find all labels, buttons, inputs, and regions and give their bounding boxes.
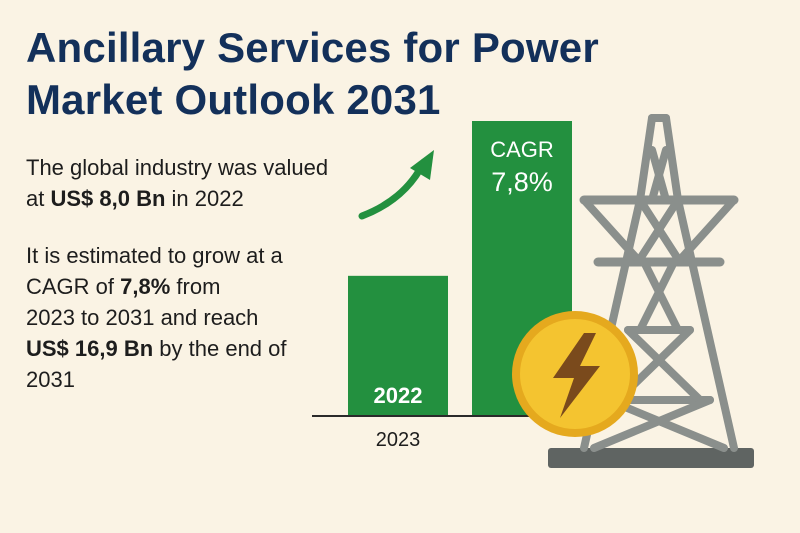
lightning-bolt-icon	[553, 333, 600, 418]
title-line-1: Ancillary Services for Power	[26, 24, 599, 71]
valuation-text-c: in 2022	[165, 186, 244, 211]
title-line-2: Market Outlook 2031	[26, 76, 441, 123]
forecast-text: It is estimated to grow at a CAGR of 7,8%…	[26, 240, 326, 395]
axis-label: 2023	[376, 429, 421, 451]
forecast-text-a: It is estimated to grow at a	[26, 243, 283, 268]
forecast-text-d: 2023 to 2031 and reach	[26, 305, 259, 330]
lightning-coin-icon	[512, 311, 638, 437]
cagr-value: 7,8%	[491, 167, 553, 197]
forecast-text-b: CAGR of	[26, 274, 121, 299]
growth-arrow-icon	[358, 150, 434, 220]
valuation-text-a: The global industry was valued	[26, 155, 329, 180]
cagr-label: CAGR	[490, 137, 554, 162]
value-2031: US$ 16,9 Bn	[26, 336, 154, 361]
bar-2022	[348, 275, 448, 415]
forecast-text-e: by the end of	[153, 336, 287, 361]
bar-label-2022: 2022	[374, 383, 423, 408]
forecast-text-c: from	[170, 274, 221, 299]
page-title: Ancillary Services for Power Market Outl…	[26, 22, 666, 126]
valuation-text: The global industry was valued at US$ 8,0…	[26, 152, 366, 214]
forecast-text-f: 2031	[26, 367, 75, 392]
value-2022: US$ 8,0 Bn	[50, 186, 166, 211]
transmission-tower-icon	[548, 114, 754, 468]
valuation-text-b: at	[26, 186, 51, 211]
cagr-value-text: 7,8%	[120, 274, 171, 299]
